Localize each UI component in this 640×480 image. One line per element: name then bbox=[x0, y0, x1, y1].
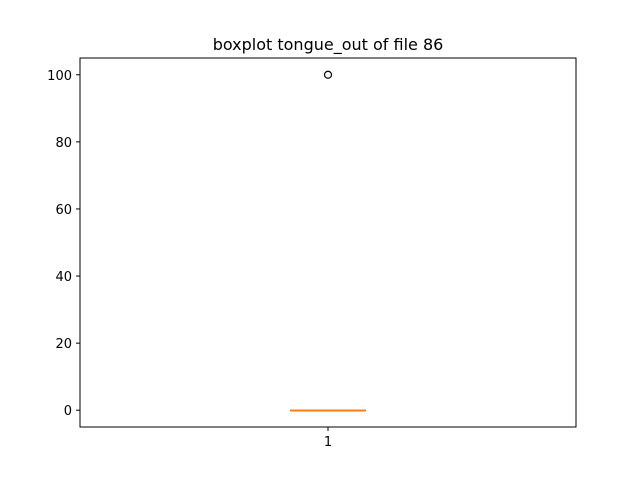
y-tick-label: 80 bbox=[55, 136, 72, 151]
x-tick-label: 1 bbox=[324, 435, 332, 450]
y-tick-label: 20 bbox=[55, 337, 72, 352]
y-tick-label: 40 bbox=[55, 270, 72, 285]
outlier-point bbox=[323, 70, 333, 79]
chart-title: boxplot tongue_out of file 86 bbox=[213, 35, 444, 55]
plot-frame bbox=[79, 57, 577, 428]
y-tick-label: 60 bbox=[55, 203, 72, 218]
x-axis: 1 bbox=[324, 427, 332, 450]
y-tick-label: 0 bbox=[64, 404, 72, 419]
y-axis: 0 20 40 60 80 100 bbox=[47, 69, 80, 419]
y-tick-label: 100 bbox=[47, 69, 72, 84]
boxplot-marks bbox=[290, 70, 366, 412]
